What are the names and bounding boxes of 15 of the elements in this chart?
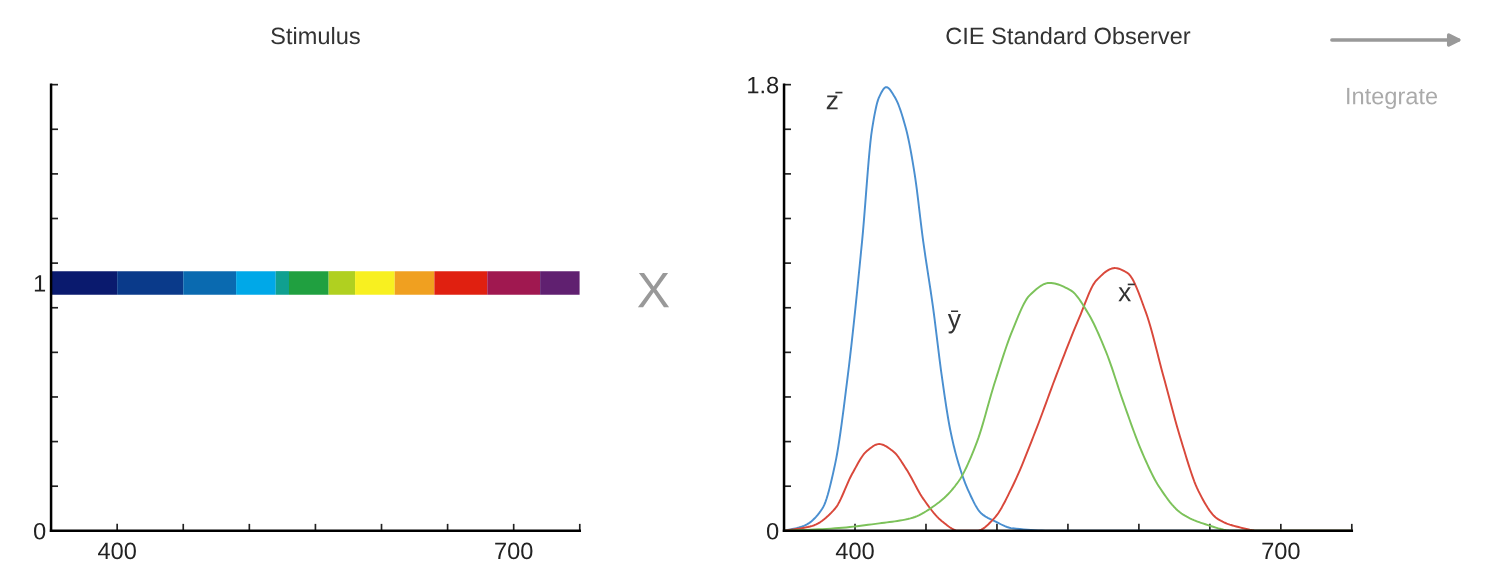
text: X (637, 272, 670, 308)
chart-title: CIE Standard Observer (946, 26, 1191, 45)
annotation: z̄ (826, 91, 843, 110)
annotation: ȳ (947, 310, 961, 334)
x-tick-label: 700 (495, 542, 533, 560)
y-tick-label: 1.8 (748, 76, 779, 94)
y-tick-label: 0 (766, 522, 779, 540)
x-tick-label: 700 (1262, 542, 1300, 560)
annotation: x̄ (1118, 283, 1135, 302)
x-tick-label: 400 (98, 542, 136, 560)
annotation: Integrate (1347, 87, 1438, 110)
y-tick-label: 1 (34, 275, 46, 292)
x-tick-label: 400 (835, 542, 874, 560)
y-tick-label: 0 (34, 522, 46, 540)
chart-title: Stimulus (271, 26, 360, 45)
